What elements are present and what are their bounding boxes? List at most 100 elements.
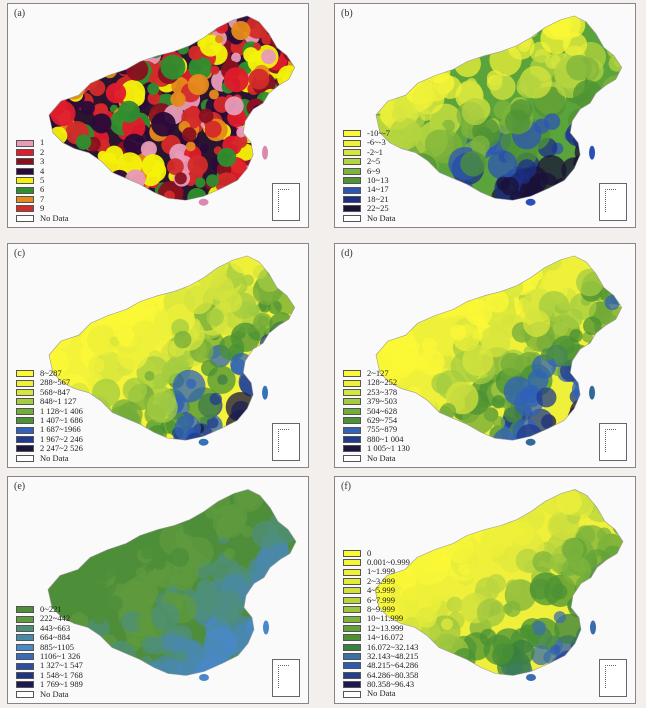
legend-item: 6~9 <box>343 166 396 176</box>
legend-item: 664~884 <box>16 632 83 642</box>
legend-item: 1 548~1 768 <box>16 670 83 680</box>
legend-label: 2~127 <box>367 368 389 378</box>
legend-swatch <box>16 624 34 632</box>
south-china-sea-inset <box>599 423 627 461</box>
legend-swatch <box>16 398 34 406</box>
legend-label: 443~663 <box>40 622 71 633</box>
map-panel-f: (f) 0 0.001~0.999 1~1.999 2~3.999 4~5.999 6~7.… <box>334 476 636 704</box>
legend-swatch <box>16 671 34 679</box>
legend-item: 14~17 <box>343 184 396 195</box>
legend-label: 6 <box>40 184 45 195</box>
legend-item: 64.286~80.358 <box>343 670 418 680</box>
legend-item: No Data <box>16 212 69 223</box>
legend-label: 1 407~1 686 <box>40 414 83 425</box>
legend-item: 32.143~48.215 <box>343 651 418 661</box>
legend-swatch <box>343 407 361 415</box>
legend-swatch <box>16 606 34 614</box>
legend: 8~287 288~567 568~847 848~1 127 1 128~1 406 1… <box>16 368 83 463</box>
legend-item: 222~442 <box>16 613 83 624</box>
legend-swatch <box>343 435 361 443</box>
legend-item: 6~7.999 <box>343 594 418 605</box>
legend-label: 8~9.999 <box>367 603 395 614</box>
legend-swatch <box>343 681 361 689</box>
panel-label: (a) <box>14 8 26 19</box>
legend-item: 2 247~2 526 <box>16 443 83 454</box>
legend-label: 2 247~2 526 <box>40 443 83 454</box>
legend-item: 7 <box>16 194 69 204</box>
legend-swatch <box>16 158 34 166</box>
legend-label: 253~378 <box>367 386 398 397</box>
panel-label: (b) <box>341 8 353 19</box>
legend-swatch <box>343 167 361 175</box>
legend-swatch <box>343 549 361 557</box>
legend-item: 8~9.999 <box>343 603 418 614</box>
legend-item: 1 769~1 989 <box>16 679 83 689</box>
legend-label: 128~252 <box>367 377 398 388</box>
legend-swatch <box>16 407 34 415</box>
legend-swatch <box>16 388 34 396</box>
legend-swatch <box>343 445 361 453</box>
legend-swatch <box>343 148 361 156</box>
legend-label: No Data <box>40 212 69 223</box>
legend-swatch <box>16 167 34 175</box>
legend-label: 504~628 <box>367 405 398 416</box>
legend: 2~127 128~252 253~378 379~503 504~628 629~754… <box>343 368 410 463</box>
legend-swatch <box>343 634 361 642</box>
legend-swatch <box>343 671 361 679</box>
legend-swatch <box>343 398 361 406</box>
legend-item: 48.215~64.286 <box>343 660 418 670</box>
legend-label: No Data <box>367 212 396 223</box>
legend-item: -10~-7 <box>343 128 396 138</box>
legend-swatch <box>16 417 34 425</box>
legend-item: 629~754 <box>343 415 410 425</box>
legend-item: 1 <box>16 137 69 147</box>
legend-label: 1 967~2 246 <box>40 433 83 444</box>
legend-label: 222~442 <box>40 613 71 624</box>
legend-item: No Data <box>343 452 410 463</box>
legend-item: 4 <box>16 165 69 176</box>
legend-swatch <box>16 615 34 623</box>
legend-swatch <box>343 643 361 651</box>
legend-label: 22~25 <box>367 203 389 214</box>
legend: -10~-7 -6~-3 -2~1 2~5 6~9 10~13 14~17 18~21 22~2… <box>343 128 396 223</box>
legend-swatch <box>343 186 361 194</box>
legend-swatch <box>16 634 34 642</box>
legend-item: 885~1105 <box>16 642 83 652</box>
south-china-sea-inset <box>599 183 627 221</box>
legend-label: 6~7.999 <box>367 594 395 605</box>
legend-item: 22~25 <box>343 203 396 214</box>
legend-label: 1 327~1 547 <box>40 660 83 671</box>
legend-label: 4 <box>40 165 45 176</box>
legend-swatch <box>16 454 34 462</box>
legend-item: 80.358~96.43 <box>343 679 418 689</box>
legend-label: 3 <box>40 156 45 167</box>
legend-item: No Data <box>16 453 83 463</box>
legend-label: No Data <box>40 688 69 699</box>
legend-swatch <box>16 643 34 651</box>
legend-item: 18~21 <box>343 194 396 204</box>
legend-item: 288~567 <box>16 377 83 387</box>
legend-item: 2~5 <box>343 156 396 166</box>
legend-label: 1106~1 326 <box>40 650 81 661</box>
legend-swatch <box>16 653 34 661</box>
legend-swatch <box>16 690 34 698</box>
legend-item: 1 327~1 547 <box>16 660 83 671</box>
legend-swatch <box>343 205 361 213</box>
legend-item: 8~287 <box>16 368 83 378</box>
legend-swatch <box>16 139 34 147</box>
legend-swatch <box>16 214 34 222</box>
legend-label: 2 <box>40 146 45 157</box>
legend-item: 568~847 <box>16 387 83 397</box>
legend-label: 14~17 <box>367 184 389 195</box>
south-china-sea-inset <box>599 659 627 697</box>
legend-label: No Data <box>367 452 396 463</box>
legend-item: 128~252 <box>343 377 410 388</box>
south-china-sea-inset <box>272 183 300 221</box>
legend-swatch <box>343 690 361 698</box>
china-map <box>48 255 296 446</box>
legend-swatch <box>16 177 34 185</box>
legend-label: 848~1 127 <box>40 396 77 407</box>
legend-swatch <box>343 662 361 670</box>
panel-label: (f) <box>341 481 351 492</box>
legend-label: 1 687~1966 <box>40 424 81 435</box>
